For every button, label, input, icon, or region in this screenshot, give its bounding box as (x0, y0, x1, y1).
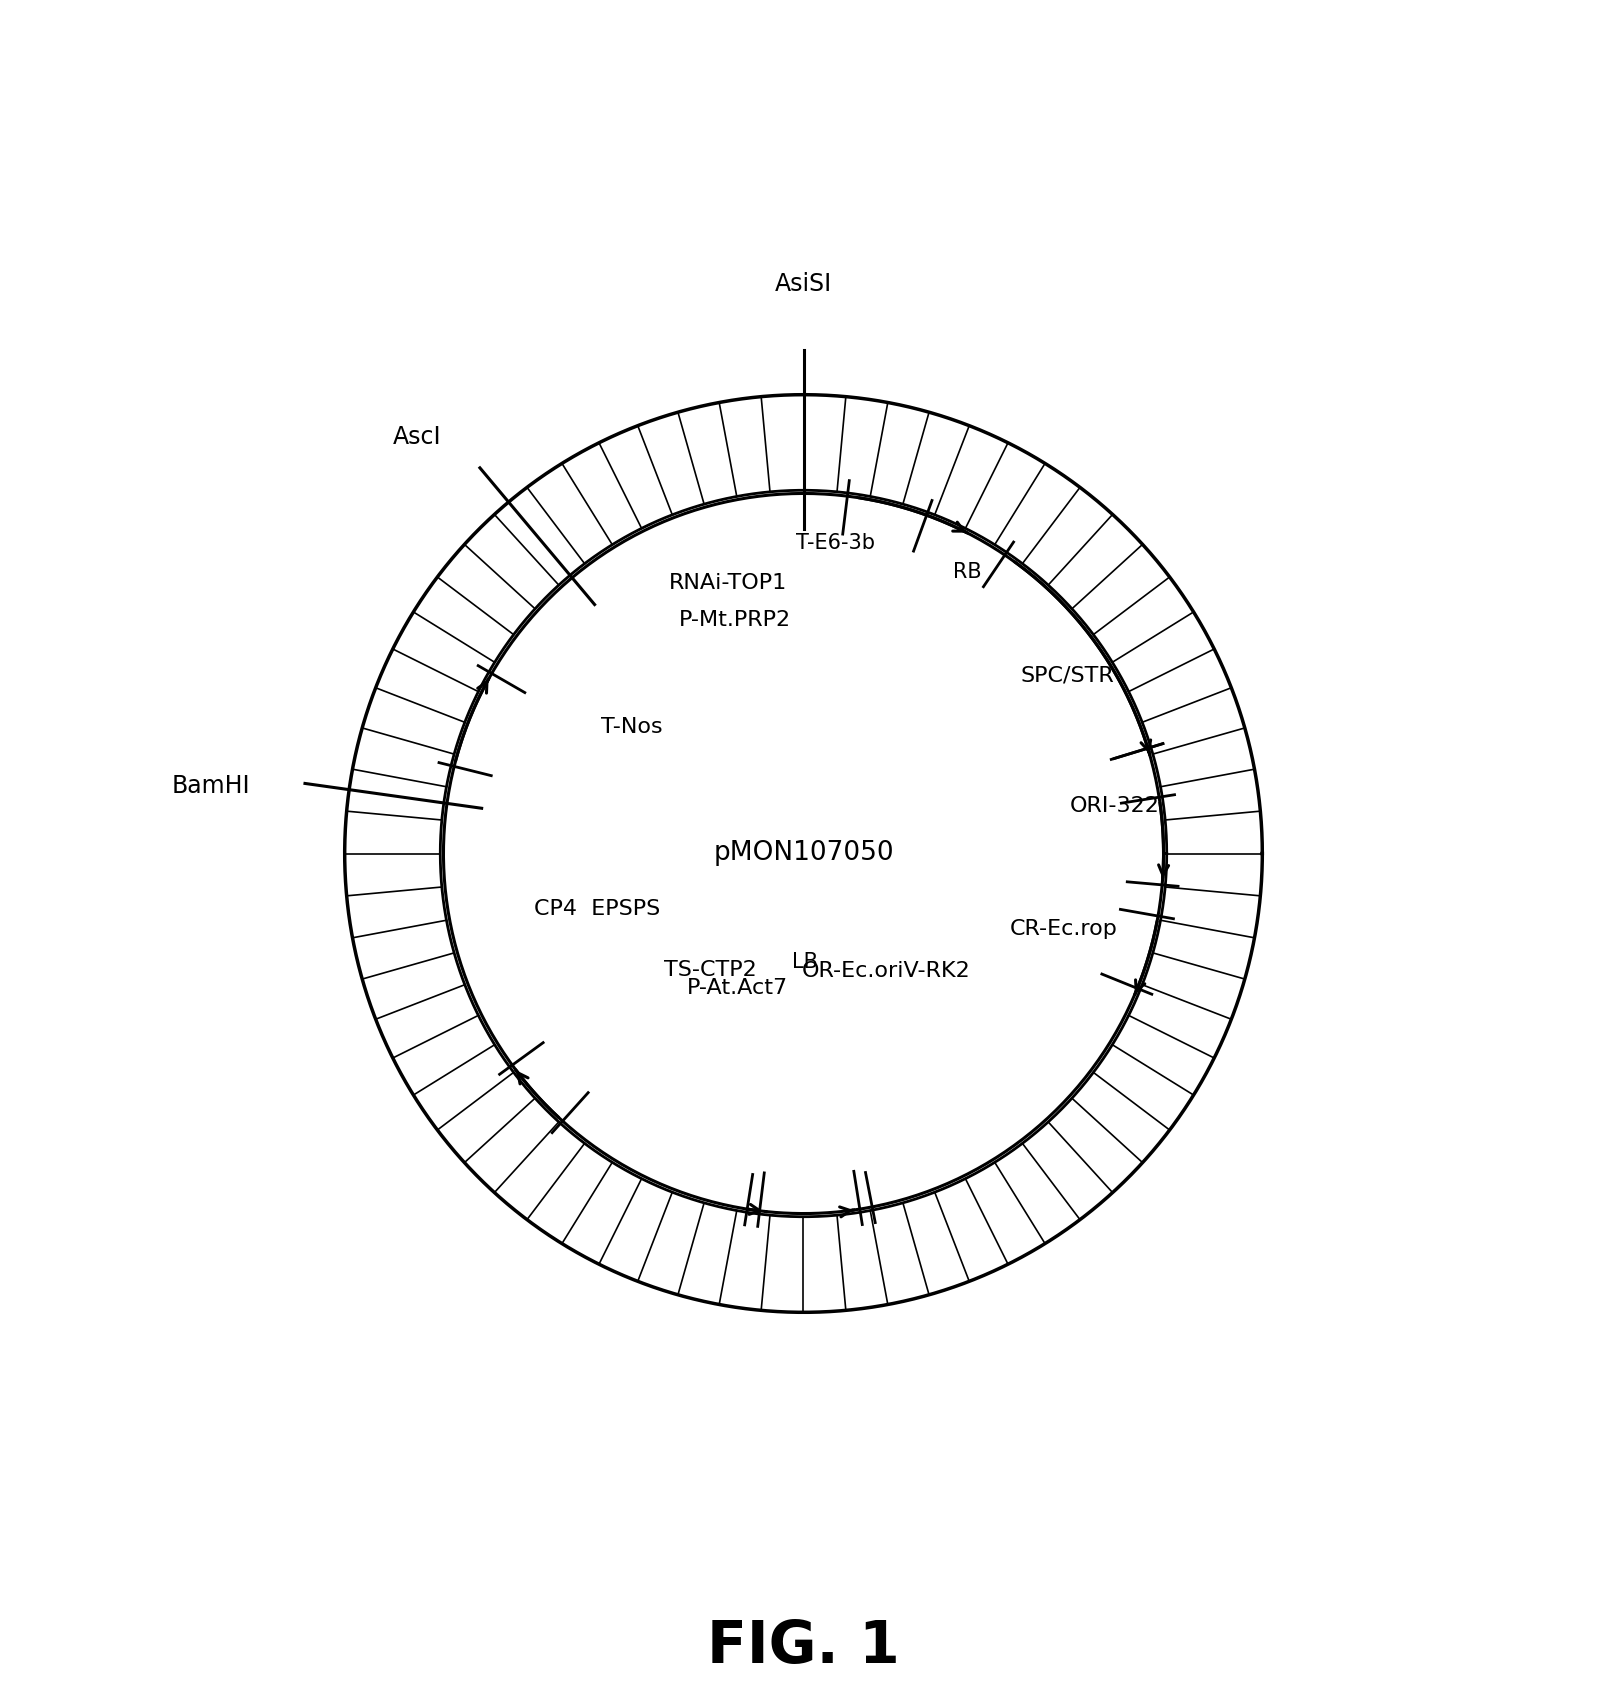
Text: LB: LB (792, 953, 818, 973)
Text: CP4  EPSPS: CP4 EPSPS (534, 900, 660, 918)
Text: RB: RB (953, 562, 982, 582)
Text: OR-Ec.oriV-RK2: OR-Ec.oriV-RK2 (802, 961, 971, 982)
Text: T-E6-3b: T-E6-3b (795, 533, 876, 553)
Text: AscI: AscI (394, 425, 442, 449)
Text: RNAi-TOP1: RNAi-TOP1 (670, 574, 787, 594)
Text: ORI-322: ORI-322 (1070, 797, 1160, 816)
Text: T-Nos: T-Nos (601, 717, 662, 737)
Text: CR-Ec.rop: CR-Ec.rop (1011, 918, 1118, 939)
Text: P-Mt.PRP2: P-Mt.PRP2 (680, 609, 792, 630)
Text: pMON107050: pMON107050 (714, 840, 893, 867)
Text: P-At.Act7: P-At.Act7 (688, 978, 789, 999)
Text: TS-CTP2: TS-CTP2 (664, 961, 757, 980)
Text: BamHI: BamHI (172, 773, 251, 797)
Text: AsiSI: AsiSI (775, 271, 832, 295)
Text: SPC/STR: SPC/STR (1020, 666, 1115, 685)
Text: FIG. 1: FIG. 1 (707, 1618, 900, 1675)
